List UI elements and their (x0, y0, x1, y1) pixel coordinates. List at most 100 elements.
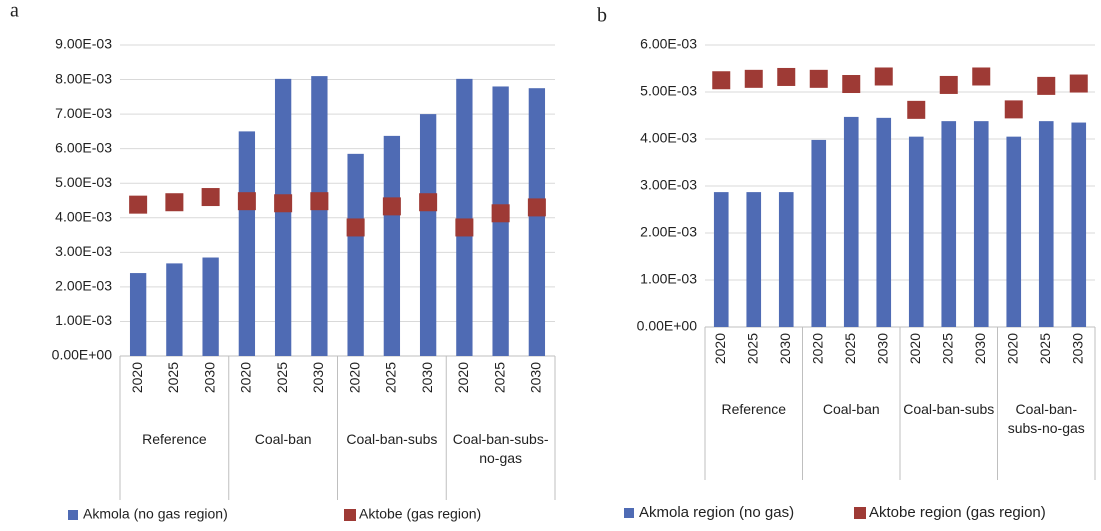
y-tick-label: 1.00E-03 (640, 271, 697, 287)
x-tick-label: 2025 (744, 333, 760, 364)
marker (237, 192, 256, 211)
legend-label: Aktobe (gas region) (359, 506, 481, 522)
y-tick-label: 6.00E-03 (640, 36, 697, 52)
marker (874, 67, 893, 86)
legend-label: Akmola region (no gas) (639, 504, 794, 521)
x-tick-label: 2030 (972, 333, 988, 364)
panel-label: a (10, 0, 19, 22)
x-tick-label: 2020 (455, 362, 471, 393)
marker (1004, 100, 1023, 119)
x-tick-label: 2025 (274, 362, 290, 393)
y-tick-label: 2.00E-03 (640, 224, 697, 240)
y-tick-label: 2.00E-03 (55, 278, 112, 294)
y-tick-label: 0.00E+00 (52, 347, 113, 363)
legend-swatch (624, 508, 634, 518)
group-label: Coal-ban-subs (903, 401, 995, 417)
y-tick-label: 0.00E+00 (637, 318, 698, 334)
bar (347, 153, 364, 356)
bar (843, 116, 859, 327)
x-tick-label: 2020 (712, 333, 728, 364)
marker (907, 100, 926, 119)
bar (811, 139, 827, 327)
marker (382, 197, 401, 216)
group-label-box: Reference (721, 401, 787, 417)
group-label: Reference (721, 401, 787, 417)
group-label: Coal-ban (254, 431, 312, 447)
bar (973, 121, 989, 327)
x-tick-label: 2020 (238, 362, 254, 393)
bar (941, 121, 957, 327)
bar (908, 136, 924, 327)
legend-swatch (68, 510, 78, 520)
bar (778, 192, 794, 327)
bar (1038, 121, 1054, 327)
bar (746, 192, 762, 327)
group-label-box: Coal-ban (254, 431, 312, 447)
y-tick-label: 6.00E-03 (55, 139, 112, 155)
bar (876, 117, 892, 327)
group-label: Coal-ban-subs-no-gas (1007, 401, 1085, 436)
x-tick-label: 2025 (842, 333, 858, 364)
group-label: Coal-ban (822, 401, 880, 417)
bar (1071, 122, 1087, 327)
bar (166, 263, 183, 356)
group-label-box: Reference (142, 431, 207, 447)
marker (491, 204, 510, 223)
y-tick-label: 3.00E-03 (55, 243, 112, 259)
group-label: Reference (142, 431, 207, 447)
x-tick-label: 2030 (528, 362, 544, 393)
marker (744, 69, 763, 88)
x-tick-label: 2030 (310, 362, 326, 393)
panel-label: b (597, 5, 607, 27)
group-label-box: Coal-ban (822, 401, 880, 417)
x-tick-label: 2025 (383, 362, 399, 393)
marker (129, 195, 148, 214)
bar (238, 131, 256, 356)
y-tick-label: 3.00E-03 (640, 177, 697, 193)
marker (165, 193, 184, 212)
y-tick-label: 7.00E-03 (55, 105, 112, 121)
group-label-box: Coal-ban-subs (346, 431, 438, 447)
marker (972, 67, 991, 86)
x-tick-label: 2025 (1037, 333, 1053, 364)
marker (346, 218, 365, 237)
marker (809, 69, 828, 88)
bar (713, 192, 729, 327)
marker (527, 198, 546, 217)
bar (311, 76, 328, 356)
group-label-box: Coal-ban-subs (903, 401, 995, 417)
legend-swatch (344, 509, 356, 521)
legend-swatch (854, 507, 866, 519)
x-tick-label: 2030 (777, 333, 793, 364)
x-tick-label: 2030 (201, 362, 217, 393)
x-tick-label: 2025 (165, 362, 181, 393)
y-tick-label: 5.00E-03 (55, 174, 112, 190)
x-tick-label: 2030 (1069, 333, 1085, 364)
marker (310, 192, 329, 211)
y-tick-label: 9.00E-03 (55, 36, 112, 52)
x-tick-label: 2025 (491, 362, 507, 393)
marker (939, 75, 958, 94)
y-tick-label: 8.00E-03 (55, 70, 112, 86)
bar (419, 114, 437, 356)
marker (712, 71, 731, 90)
bar (456, 78, 473, 356)
group-label: Coal-ban-subs (346, 431, 438, 447)
y-tick-label: 4.00E-03 (55, 208, 112, 224)
bar (383, 135, 401, 356)
group-label-box: Coal-ban-subs-no-gas (452, 431, 549, 466)
bar (129, 273, 147, 356)
y-tick-label: 4.00E-03 (640, 130, 697, 146)
x-tick-label: 2020 (809, 333, 825, 364)
y-tick-label: 1.00E-03 (55, 312, 112, 328)
group-label: Coal-ban-subs-no-gas (452, 431, 549, 466)
bar (202, 257, 219, 356)
bar (528, 88, 546, 356)
x-tick-label: 2030 (874, 333, 890, 364)
x-tick-label: 2030 (419, 362, 435, 393)
group-label-box: Coal-ban-subs-no-gas (1007, 401, 1085, 436)
y-tick-label: 5.00E-03 (640, 83, 697, 99)
x-tick-label: 2020 (346, 362, 362, 393)
x-tick-label: 2020 (129, 362, 145, 393)
legend-label: Aktobe region (gas region) (869, 504, 1046, 521)
